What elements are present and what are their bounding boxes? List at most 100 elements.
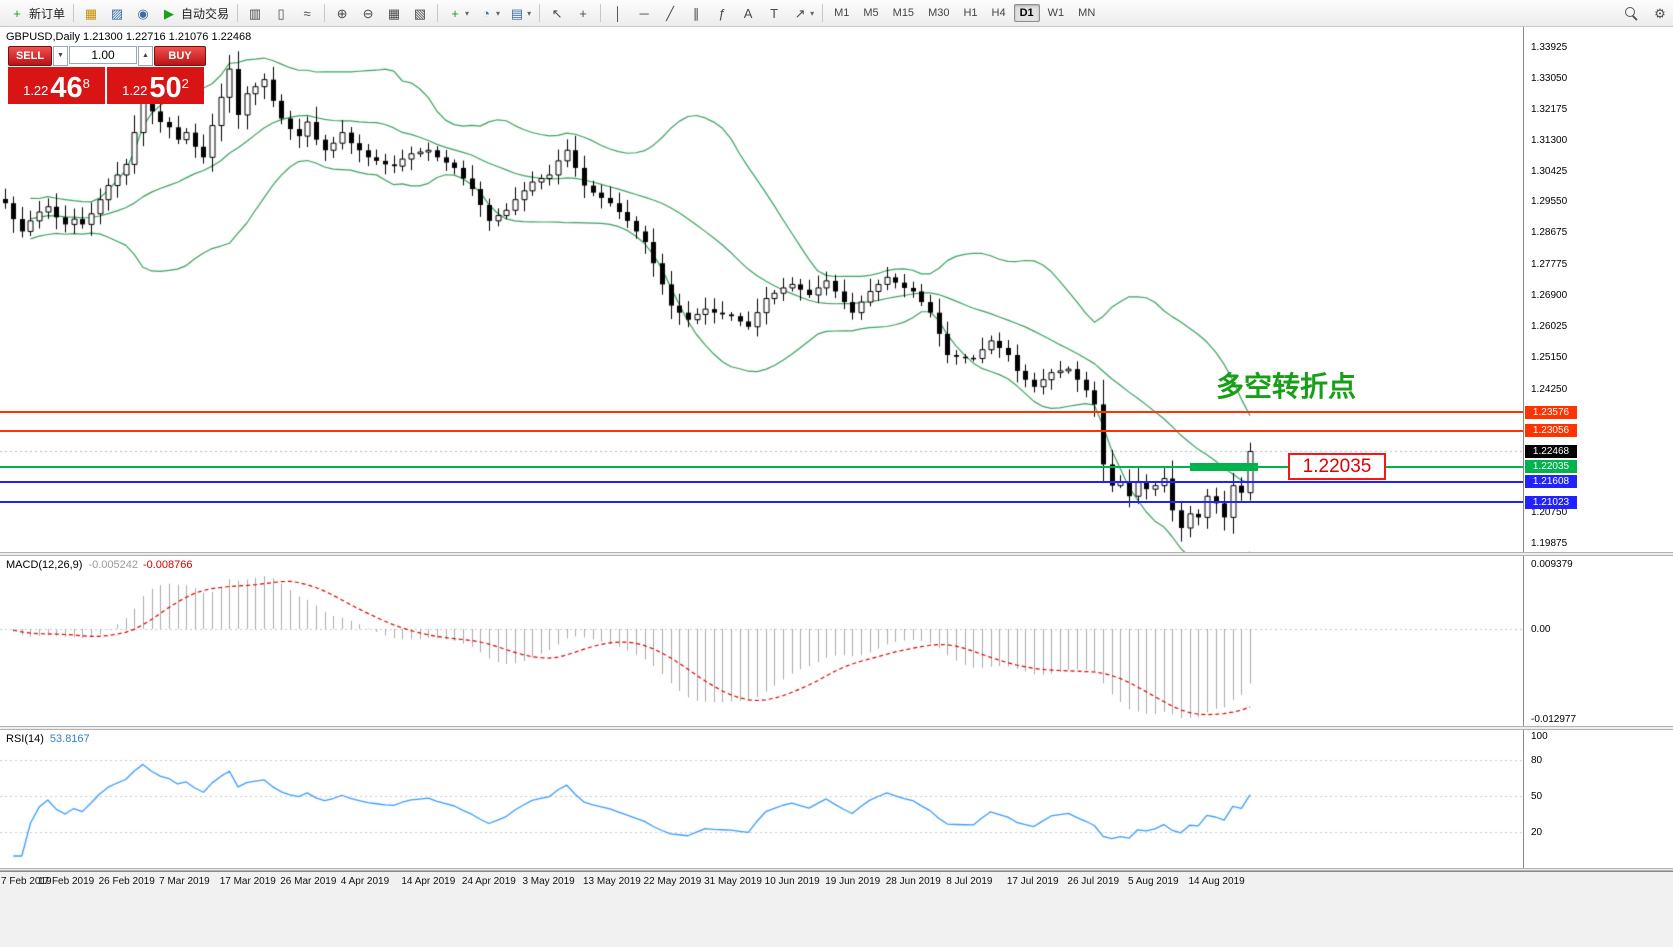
time-axis-label: 28 Jun 2019 xyxy=(885,876,941,887)
rsi-scale-level: 20 xyxy=(1531,827,1543,838)
candlestick-chart-icon[interactable]: ▯ xyxy=(277,5,285,21)
annotation-text[interactable]: 多空转折点 xyxy=(1216,371,1357,402)
indicators-icon[interactable]: + ▾ xyxy=(451,5,470,21)
macd-scale[interactable]: 0.009379 0.00 -0.012977 xyxy=(1523,556,1673,726)
hline-price-label[interactable]: 1.22035 xyxy=(1525,460,1577,474)
zoom-in-icon[interactable]: ⊕ xyxy=(336,5,348,21)
template-icon[interactable]: ▤ ▾ xyxy=(510,5,532,21)
pane-splitter[interactable] xyxy=(0,552,1673,556)
toolbar-separator xyxy=(822,4,824,22)
horizontal-line-object[interactable] xyxy=(0,465,1523,468)
sell-price-display[interactable]: 1.22 46 8 xyxy=(8,67,105,104)
timeframe-button-h4[interactable]: H4 xyxy=(991,7,1006,19)
price-scale-tick: 1.32175 xyxy=(1531,103,1568,115)
time-axis-label: 4 Apr 2019 xyxy=(340,876,390,887)
time-axis-label: 31 May 2019 xyxy=(704,876,762,887)
pane-splitter[interactable] xyxy=(0,868,1673,871)
settings-icon[interactable]: ⚙ xyxy=(1654,5,1666,21)
buy-price-display[interactable]: 1.22 50 2 xyxy=(107,67,204,104)
time-axis-label: 26 Jul 2019 xyxy=(1067,876,1120,887)
sell-price-big: 46 xyxy=(50,72,83,104)
toolbar-separator xyxy=(324,4,326,22)
time-axis-label: 14 Aug 2019 xyxy=(1188,876,1245,887)
time-axis-label: 19 Jun 2019 xyxy=(825,876,881,887)
macd-canvas[interactable] xyxy=(0,556,1523,726)
pane-splitter[interactable] xyxy=(0,726,1673,730)
macd-scale-max: 0.009379 xyxy=(1531,558,1573,570)
rsi-header: RSI(14) 53.8167 xyxy=(6,733,90,745)
horizontal-line-object[interactable] xyxy=(0,480,1523,483)
horizontal-line-icon[interactable]: ─ xyxy=(639,5,649,21)
time-axis-label: 17 Feb 2019 xyxy=(38,876,95,887)
periods-icon[interactable]: ◔ ▾ xyxy=(482,5,501,21)
timeframe-button-h1[interactable]: H1 xyxy=(963,7,978,19)
timeframe-button-w1[interactable]: W1 xyxy=(1047,7,1065,19)
line-chart-icon[interactable]: ≈ xyxy=(303,5,311,21)
time-axis-label: 26 Feb 2019 xyxy=(98,876,155,887)
time-axis-label: 14 Apr 2019 xyxy=(401,876,456,887)
zoom-out-icon[interactable]: ⊖ xyxy=(362,5,374,21)
crosshair-icon[interactable]: + xyxy=(579,5,587,21)
horizontal-line-object[interactable] xyxy=(0,429,1523,432)
hline-price-label[interactable]: 1.23056 xyxy=(1525,424,1577,438)
timeframe-button-mn[interactable]: MN xyxy=(1078,7,1096,19)
price-scale-tick: 1.26025 xyxy=(1531,320,1568,332)
volume-decrease-button[interactable]: ▼ xyxy=(53,46,68,66)
horizontal-line-object[interactable] xyxy=(0,411,1523,414)
tile-windows-icon[interactable]: ▦ xyxy=(387,5,401,21)
volume-input[interactable] xyxy=(69,46,137,64)
timeframe-button-m30[interactable]: M30 xyxy=(928,7,950,19)
profiles-icon[interactable]: ▨ xyxy=(110,5,124,21)
new-chart-icon[interactable]: ▦ xyxy=(84,5,98,21)
horizontal-line-object[interactable] xyxy=(0,501,1523,504)
buy-button[interactable]: BUY xyxy=(154,46,206,66)
buy-price-big: 50 xyxy=(149,72,182,104)
bar-chart-icon[interactable]: ▥ xyxy=(248,5,262,21)
price-scale[interactable]: 1.33925 1.33050 1.32175 1.31300 1.30425 1.295… xyxy=(1523,27,1673,552)
current-price-label[interactable]: 1.22468 xyxy=(1525,444,1577,458)
highlight-zone[interactable] xyxy=(1190,462,1258,471)
price-scale-tick: 1.26900 xyxy=(1531,290,1568,301)
trendline-icon[interactable]: ╱ xyxy=(666,5,674,21)
price-scale-tick: 1.33925 xyxy=(1531,42,1568,53)
arrows-icon[interactable]: ↗ ▾ xyxy=(794,5,815,21)
vertical-line-icon[interactable]: │ xyxy=(614,5,623,21)
price-callout-label[interactable]: 1.22035 xyxy=(1288,453,1386,480)
time-axis[interactable]: 7 Feb 2019 17 Feb 2019 26 Feb 2019 7 Mar 20… xyxy=(0,871,1673,947)
time-axis-label: 17 Jul 2019 xyxy=(1006,876,1059,887)
price-scale-tick: 1.29550 xyxy=(1531,196,1568,208)
sell-price-base: 1.22 xyxy=(23,83,49,98)
fibonacci-icon[interactable]: ƒ xyxy=(718,5,726,21)
rsi-label: RSI(14) xyxy=(6,733,44,745)
market-watch-icon[interactable]: ◉ xyxy=(137,5,149,21)
volume-increase-button[interactable]: ▲ xyxy=(138,46,153,66)
timeframe-button-m5[interactable]: M5 xyxy=(863,7,879,19)
price-scale-tick: 1.19875 xyxy=(1531,538,1568,549)
rsi-canvas[interactable] xyxy=(0,730,1523,868)
cursor-icon[interactable]: ↖ xyxy=(551,5,563,21)
channel-icon[interactable]: ∥ xyxy=(692,5,700,21)
sell-button[interactable]: SELL xyxy=(8,46,52,66)
timeframe-button-d1[interactable]: D1 xyxy=(1013,4,1040,22)
price-scale-tick: 1.30425 xyxy=(1531,165,1568,177)
text-icon[interactable]: A xyxy=(743,5,753,21)
price-chart-canvas[interactable] xyxy=(0,27,1523,552)
time-axis-label: 24 Apr 2019 xyxy=(461,876,516,887)
rsi-scale[interactable]: 100 80 50 20 xyxy=(1523,730,1673,868)
time-axis-label: 13 May 2019 xyxy=(583,876,641,887)
price-scale-tick: 1.28675 xyxy=(1531,227,1568,239)
text-label-icon[interactable]: T xyxy=(770,5,779,21)
search-icon[interactable] xyxy=(1620,3,1646,24)
rsi-indicator-pane: RSI(14) 53.8167 100 80 50 20 xyxy=(0,730,1673,868)
timeframe-button-m1[interactable]: M1 xyxy=(834,7,850,19)
hline-price-label[interactable]: 1.21608 xyxy=(1525,475,1577,489)
new-order-button[interactable]: + 新订单 xyxy=(13,5,66,21)
auto-arrange-icon[interactable]: ▧ xyxy=(413,5,427,21)
hline-price-label[interactable]: 1.21023 xyxy=(1525,495,1577,509)
price-chart-pane: GBPUSD,Daily 1.21300 1.22716 1.21076 1.2… xyxy=(0,27,1673,552)
timeframe-button-m15[interactable]: M15 xyxy=(892,7,915,19)
autotrading-button[interactable]: ▶ 自动交易 xyxy=(164,5,230,21)
hline-price-label[interactable]: 1.23576 xyxy=(1525,405,1577,419)
rsi-scale-level: 80 xyxy=(1531,755,1543,766)
